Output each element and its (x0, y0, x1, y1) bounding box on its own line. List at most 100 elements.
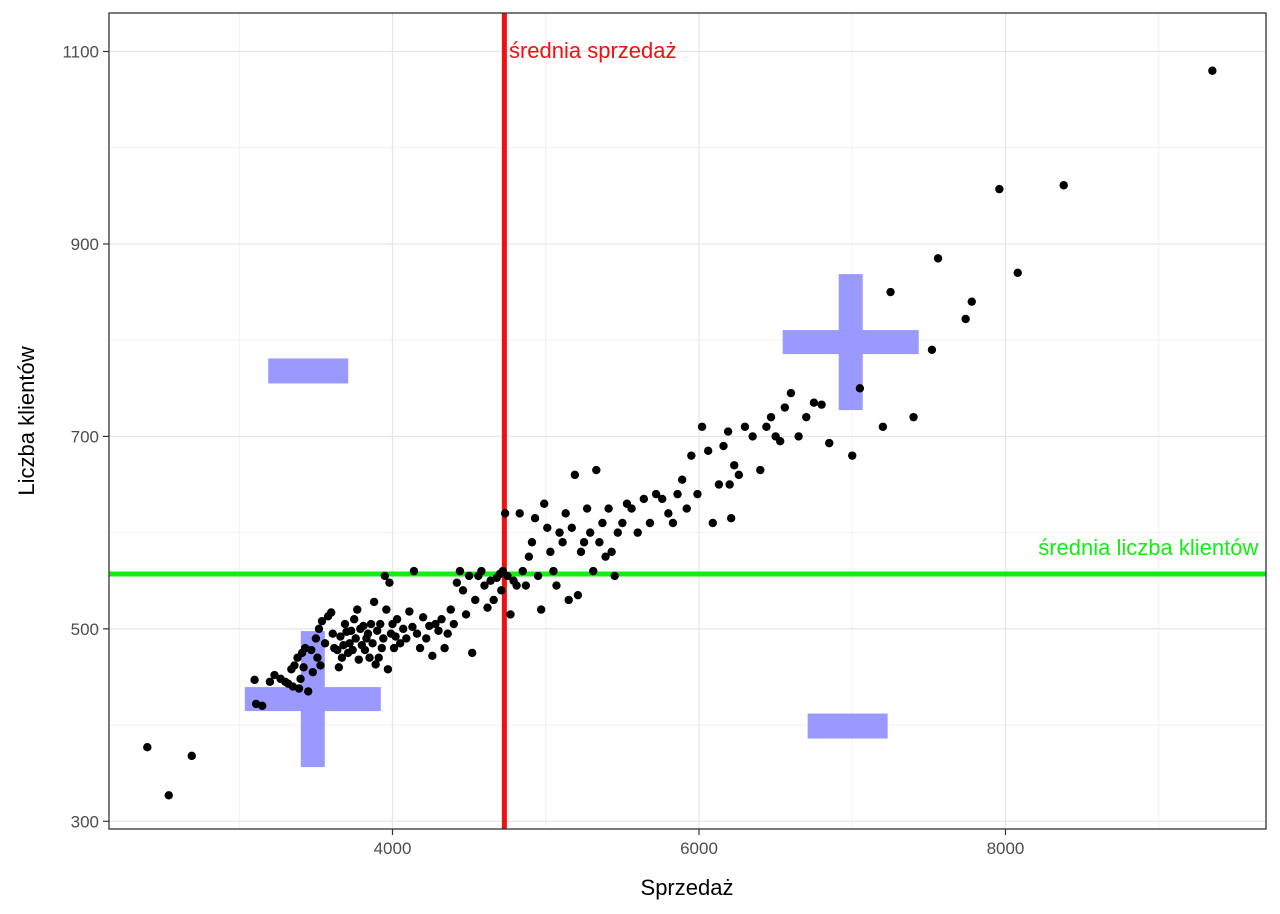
data-point (311, 634, 321, 643)
minus-sign (807, 713, 888, 739)
data-point (995, 184, 1004, 194)
data-point (409, 566, 419, 576)
data-point (270, 670, 279, 680)
data-point (328, 629, 337, 638)
data-point (521, 581, 531, 590)
data-point (697, 422, 707, 431)
data-point (639, 494, 649, 504)
data-point (855, 384, 865, 393)
data-point (682, 504, 691, 513)
data-point (477, 566, 486, 576)
x-tick-label: 8000 (987, 839, 1025, 858)
data-point (437, 615, 446, 624)
data-point (164, 791, 173, 800)
data-point (585, 528, 595, 537)
data-point (389, 643, 399, 653)
minor-grid (109, 13, 1266, 829)
data-point (399, 624, 408, 634)
data-point (308, 667, 318, 677)
y-tick-label: 900 (71, 235, 99, 254)
data-point (313, 653, 322, 662)
data-point (351, 634, 360, 643)
data-point (391, 632, 400, 641)
y-tick-label: 500 (71, 620, 99, 639)
data-point (592, 465, 601, 475)
data-point (434, 626, 443, 635)
data-point (497, 586, 506, 595)
data-point (604, 504, 613, 513)
data-point (307, 645, 316, 655)
data-point (360, 645, 370, 655)
data-point (374, 653, 383, 662)
data-point (1208, 66, 1217, 75)
data-point (878, 422, 888, 431)
data-point (693, 489, 702, 499)
data-point (527, 538, 537, 547)
data-point (317, 616, 327, 626)
data-point (780, 403, 790, 412)
data-point (428, 651, 437, 660)
data-point (359, 621, 368, 631)
data-point (418, 613, 428, 622)
data-point (294, 684, 304, 693)
data-point (483, 603, 492, 612)
data-point (533, 571, 543, 581)
data-point (673, 489, 682, 499)
data-point (1059, 181, 1068, 190)
data-point (677, 475, 687, 484)
data-point (382, 605, 391, 614)
data-point (825, 438, 834, 448)
data-point (415, 643, 425, 653)
data-point (376, 619, 385, 629)
data-point (379, 634, 388, 643)
data-point (561, 509, 570, 518)
data-point (726, 513, 736, 523)
data-point (412, 629, 422, 638)
data-point (802, 412, 811, 422)
data-point (452, 578, 462, 587)
x-tick-label: 4000 (374, 839, 412, 858)
data-point (345, 639, 354, 648)
data-point (766, 412, 776, 422)
data-point (402, 634, 411, 643)
data-point (143, 743, 152, 752)
data-point (383, 665, 393, 674)
data-point (536, 605, 546, 614)
data-point (337, 653, 347, 662)
data-point (567, 523, 576, 533)
data-point (762, 422, 771, 431)
data-point (668, 518, 678, 528)
data-point (380, 571, 390, 581)
data-point (627, 504, 636, 513)
data-point (503, 571, 512, 581)
data-point (250, 675, 259, 685)
data-point (290, 661, 299, 670)
data-point (353, 605, 362, 614)
data-point (265, 677, 275, 686)
data-point (515, 509, 524, 518)
data-point (365, 653, 374, 662)
data-point (708, 518, 717, 528)
data-point (576, 547, 586, 557)
data-point (651, 489, 661, 499)
data-point (610, 571, 619, 581)
data-point (961, 314, 970, 324)
data-point (340, 619, 350, 629)
data-point (334, 663, 344, 672)
data-point (349, 615, 359, 624)
data-point (296, 674, 305, 684)
x-axis-ticks: 4000 6000 8000 (374, 829, 1025, 858)
data-point (366, 619, 376, 629)
data-point (573, 590, 583, 600)
data-point (458, 586, 468, 595)
data-point (405, 607, 414, 616)
data-point (422, 634, 431, 643)
data-point (725, 480, 734, 489)
data-point (848, 451, 857, 460)
data-point (258, 701, 267, 711)
data-point (598, 518, 607, 528)
y-tick-label: 700 (71, 427, 99, 446)
data-point (927, 345, 937, 354)
data-point (540, 499, 549, 508)
